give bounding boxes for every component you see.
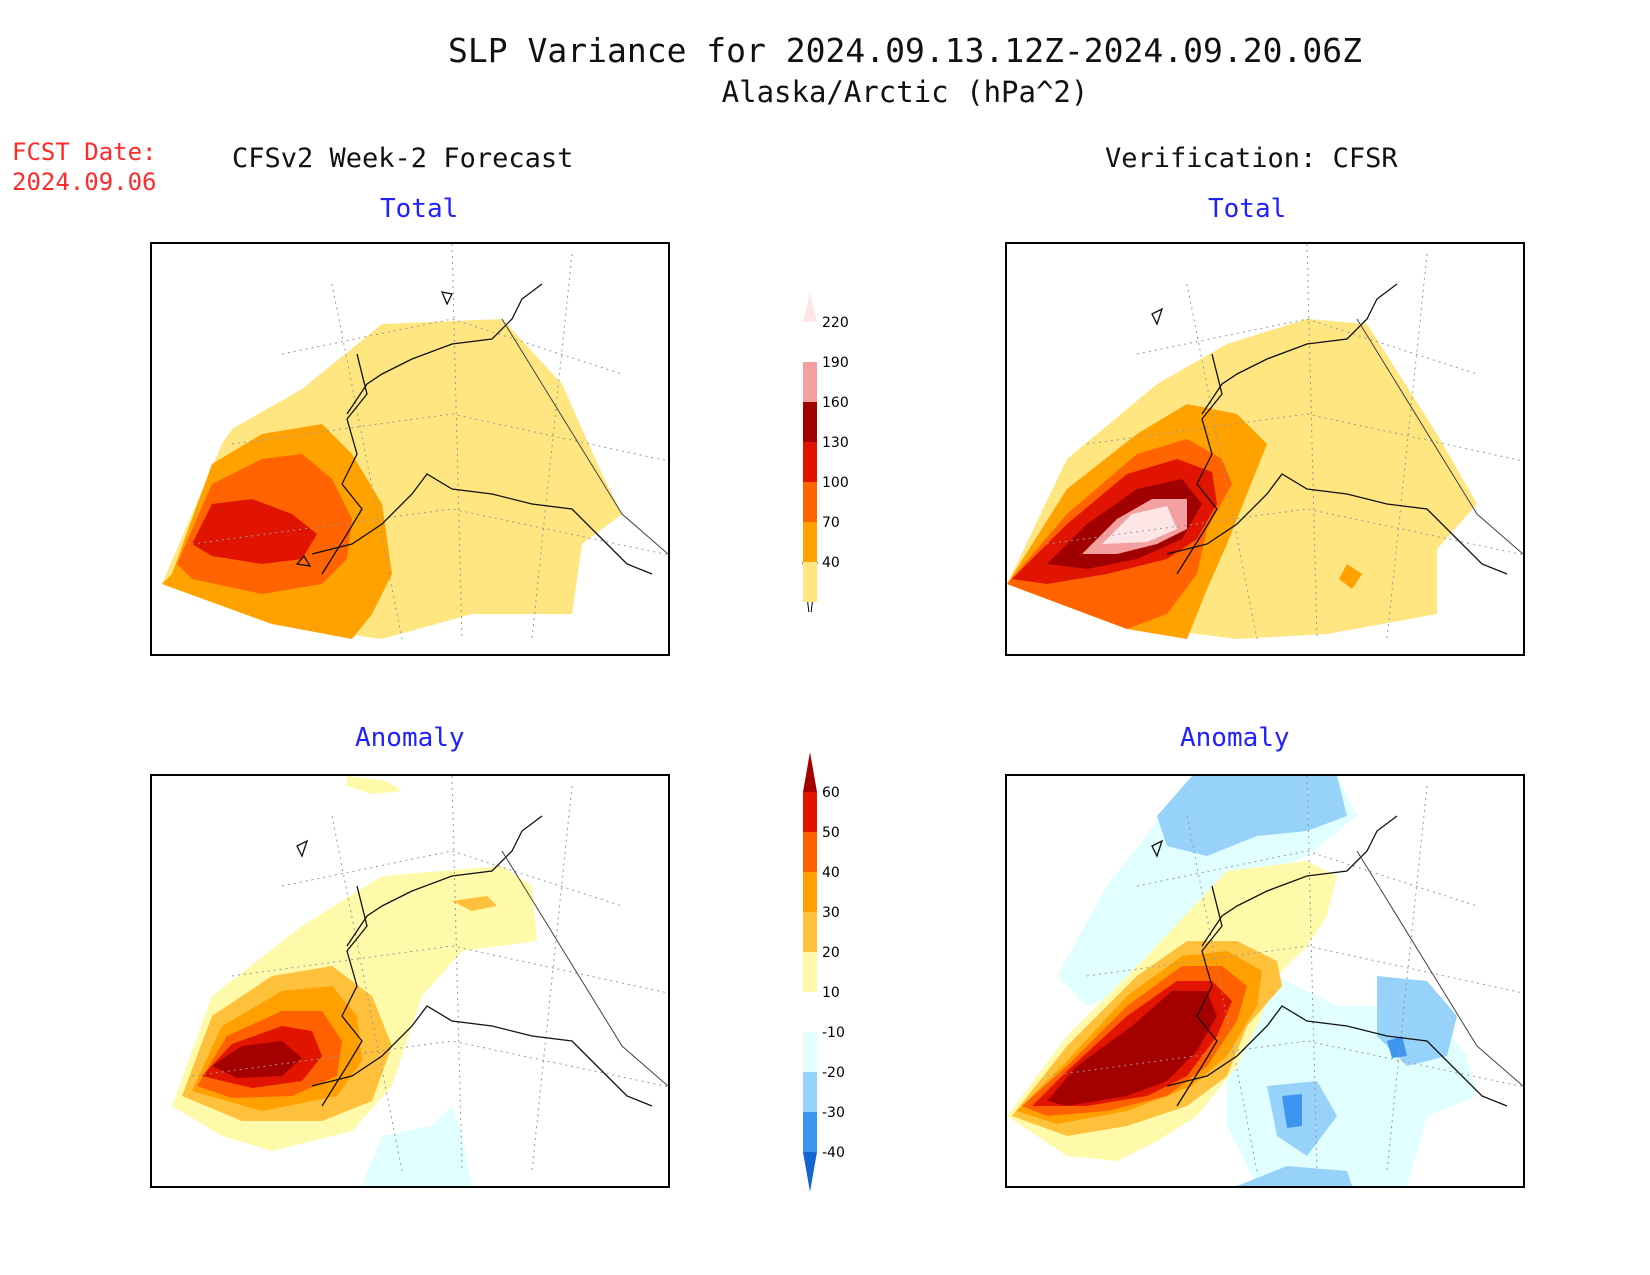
map-title: SLP Variance for 2024.09.13.12Z-2024.09.…: [448, 31, 1362, 70]
anomaly-colorbar-label: 60: [822, 785, 840, 801]
total-colorbar-box: [803, 562, 817, 602]
anomaly-colorbar-upper-tip: [803, 752, 817, 792]
verification-anomaly-map: [1005, 774, 1525, 1188]
forecast-anomaly-map: [150, 774, 670, 1188]
forecast-date-value: 2024.09.06: [12, 168, 157, 196]
forecast-column-heading: CFSv2 Week-2 Forecast: [232, 143, 574, 174]
anomaly-colorbar-box: [803, 832, 817, 872]
forecast-total-heading: Total: [380, 194, 459, 224]
anomaly-colorbar-label: -30: [822, 1105, 845, 1121]
forecast-total-map: [150, 242, 670, 656]
forecast-total-shading: [162, 319, 622, 639]
verification-anomaly-shading: [1007, 776, 1477, 1186]
anomaly-colorbar-label: 10: [822, 985, 840, 1001]
total-colorbar-label: 160: [822, 395, 849, 411]
anomaly-colorbar-box: [803, 1072, 817, 1112]
coastline: [1151, 283, 1508, 575]
coastline: [295, 283, 653, 575]
total-colorbar-box: [803, 522, 817, 562]
total-colorbar-box: [803, 402, 817, 442]
total-colorbar-upper-tip: [803, 292, 817, 322]
total-colorbar-label: 100: [822, 475, 849, 491]
anomaly-colorbar-label: 50: [822, 825, 840, 841]
total-colorbar-label: 130: [822, 435, 849, 451]
anomaly-colorbar-label: 40: [822, 865, 840, 881]
total-colorbar-box: [803, 442, 817, 482]
map-subtitle: Alaska/Arctic (hPa^2): [721, 75, 1089, 109]
anomaly-colorbar-box: [803, 1032, 817, 1072]
forecast-date-label: FCST Date:: [12, 138, 157, 166]
total-colorbar-label: 220: [822, 315, 849, 331]
anomaly-colorbar-box: [803, 1112, 817, 1152]
anomaly-colorbar-label: -40: [822, 1145, 845, 1161]
anomaly-colorbar-label: -10: [822, 1025, 845, 1041]
total-colorbar-box: [803, 482, 817, 522]
total-colorbar-label: 70: [822, 515, 840, 531]
verification-column-heading: Verification: CFSR: [1105, 143, 1398, 174]
anomaly-colorbar-label: 20: [822, 945, 840, 961]
coastline: [1151, 815, 1508, 1107]
total-colorbar-box: [803, 362, 817, 402]
verification-total-shading: [1007, 319, 1477, 639]
anomaly-colorbar: -40 -30 -20 -10 10 20 30 40 50 60: [803, 752, 845, 1192]
verification-total-heading: Total: [1208, 194, 1287, 224]
anomaly-colorbar-box: [803, 952, 817, 992]
anomaly-colorbar-box: [803, 992, 817, 1032]
anomaly-colorbar-box: [803, 792, 817, 832]
anomaly-colorbar-label: -20: [822, 1065, 845, 1081]
coastline: [296, 815, 653, 1107]
anomaly-colorbar-label: 30: [822, 905, 840, 921]
verification-total-map: [1005, 242, 1525, 656]
anomaly-colorbar-lower-tip: [803, 1152, 817, 1192]
forecast-anomaly-shading: [172, 776, 537, 1186]
total-colorbar-label: 40: [822, 555, 840, 571]
total-colorbar-label: 190: [822, 355, 849, 371]
anomaly-colorbar-box: [803, 912, 817, 952]
forecast-anomaly-heading: Anomaly: [355, 723, 465, 753]
total-colorbar: 40 70 100 130 160 190 220: [802, 292, 849, 612]
anomaly-colorbar-box: [803, 872, 817, 912]
verification-anomaly-heading: Anomaly: [1180, 723, 1290, 753]
